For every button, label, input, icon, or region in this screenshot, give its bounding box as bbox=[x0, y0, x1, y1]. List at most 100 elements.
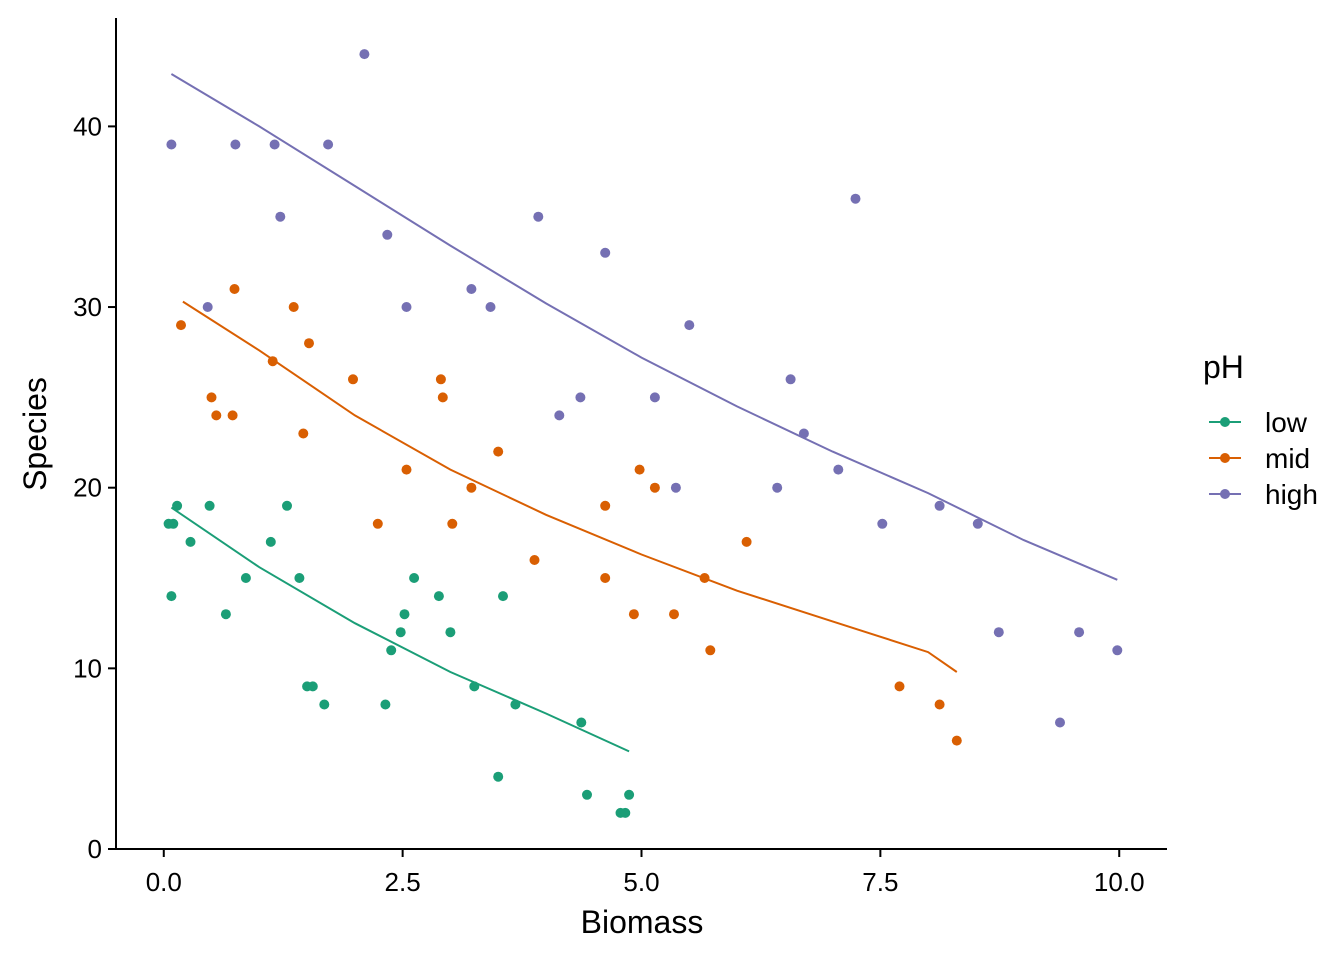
point-mid bbox=[649, 482, 660, 493]
point-mid bbox=[705, 645, 716, 656]
fit-line-mid bbox=[182, 300, 958, 673]
point-high bbox=[684, 320, 695, 331]
x-tick-label: 0.0 bbox=[146, 867, 182, 897]
point-low bbox=[240, 573, 251, 583]
legend-label-high: high bbox=[1265, 479, 1318, 510]
point-mid bbox=[600, 573, 611, 583]
point-low bbox=[582, 789, 592, 800]
y-axis-title: Species bbox=[17, 377, 53, 491]
point-low bbox=[220, 609, 231, 620]
point-mid bbox=[401, 464, 412, 475]
point-high bbox=[382, 229, 393, 240]
point-high bbox=[202, 302, 213, 312]
y-tick-label: 10 bbox=[73, 653, 102, 683]
point-high bbox=[275, 211, 286, 222]
point-low bbox=[409, 573, 420, 583]
point-mid bbox=[634, 464, 645, 475]
point-low bbox=[498, 591, 508, 602]
point-high bbox=[833, 464, 844, 475]
point-low bbox=[319, 699, 330, 710]
point-low bbox=[380, 699, 391, 710]
point-low bbox=[386, 645, 397, 656]
point-mid bbox=[348, 374, 358, 385]
point-high bbox=[269, 139, 280, 150]
fit-lines bbox=[170, 73, 1118, 753]
point-low bbox=[168, 518, 179, 529]
point-mid bbox=[304, 338, 314, 349]
point-mid bbox=[227, 410, 238, 421]
point-high bbox=[772, 482, 783, 493]
point-low bbox=[395, 627, 406, 638]
legend-label-low: low bbox=[1265, 407, 1308, 438]
point-mid bbox=[600, 500, 611, 511]
point-low bbox=[166, 591, 177, 602]
data-points bbox=[163, 49, 1123, 818]
point-low bbox=[282, 500, 292, 511]
point-high bbox=[485, 302, 496, 312]
legend-key-point-low bbox=[1220, 417, 1230, 427]
point-low bbox=[576, 717, 587, 728]
point-mid bbox=[211, 410, 222, 421]
x-tick-label: 10.0 bbox=[1094, 867, 1145, 897]
y-tick-label: 20 bbox=[73, 473, 102, 503]
point-low bbox=[510, 699, 521, 710]
x-tick-label: 7.5 bbox=[862, 867, 898, 897]
point-high bbox=[466, 284, 477, 294]
point-low bbox=[445, 627, 456, 638]
point-high bbox=[600, 247, 611, 258]
legend-label-mid: mid bbox=[1265, 443, 1310, 474]
point-mid bbox=[741, 536, 752, 547]
point-low bbox=[185, 536, 196, 547]
point-high bbox=[575, 392, 586, 403]
legend-title: pH bbox=[1203, 349, 1244, 385]
legend-key-point-mid bbox=[1220, 453, 1230, 463]
point-mid bbox=[267, 356, 278, 367]
point-mid bbox=[435, 374, 446, 385]
point-high bbox=[1055, 717, 1065, 728]
y-ticks: 0 10 20 30 40 bbox=[73, 111, 116, 864]
point-high bbox=[323, 139, 334, 150]
legend: pH low mid high bbox=[1203, 349, 1318, 510]
point-high bbox=[166, 139, 177, 150]
point-mid bbox=[699, 573, 710, 583]
point-mid bbox=[176, 320, 186, 331]
x-axis-title: Biomass bbox=[581, 904, 704, 940]
point-low bbox=[469, 681, 480, 692]
point-mid bbox=[447, 518, 458, 529]
point-high bbox=[649, 392, 660, 403]
point-high bbox=[1112, 645, 1123, 656]
point-mid bbox=[206, 392, 217, 403]
point-high bbox=[533, 211, 544, 222]
point-high bbox=[934, 500, 945, 511]
point-mid bbox=[437, 392, 448, 403]
y-tick-label: 30 bbox=[73, 292, 102, 322]
legend-key-point-high bbox=[1220, 489, 1230, 499]
point-low bbox=[624, 789, 635, 800]
point-mid bbox=[951, 735, 962, 746]
x-ticks: 0.0 2.5 5.0 7.5 10.0 bbox=[146, 849, 1145, 897]
point-low bbox=[433, 591, 444, 602]
point-low bbox=[294, 573, 305, 583]
point-high bbox=[877, 518, 888, 529]
point-low bbox=[307, 681, 318, 692]
point-mid bbox=[493, 446, 504, 457]
point-mid bbox=[229, 284, 240, 294]
point-high bbox=[850, 193, 861, 204]
point-high bbox=[401, 302, 412, 312]
point-high bbox=[554, 410, 565, 421]
point-low bbox=[204, 500, 215, 511]
point-low bbox=[620, 807, 631, 818]
point-high bbox=[972, 518, 983, 529]
point-high bbox=[670, 482, 681, 493]
x-tick-label: 2.5 bbox=[385, 867, 421, 897]
point-mid bbox=[288, 302, 299, 312]
point-mid bbox=[529, 555, 540, 565]
y-tick-label: 40 bbox=[73, 111, 102, 141]
point-high bbox=[785, 374, 796, 385]
point-high bbox=[230, 139, 241, 150]
point-low bbox=[172, 500, 183, 511]
point-high bbox=[993, 627, 1004, 638]
y-tick-label: 0 bbox=[88, 834, 102, 864]
fit-line-high bbox=[170, 73, 1118, 581]
point-high bbox=[1074, 627, 1085, 638]
